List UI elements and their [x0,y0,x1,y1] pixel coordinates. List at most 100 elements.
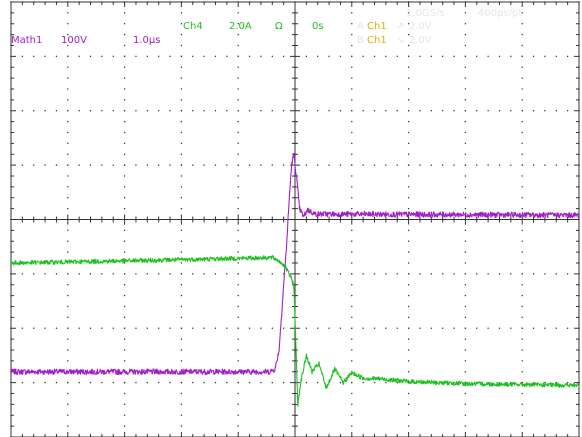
grid-dot [67,12,69,14]
grid-dot [78,55,80,58]
grid-dot [44,273,46,275]
grid-dot [351,381,353,384]
ch4-channel-label: Ch4 [183,21,203,32]
grid-dot [407,99,410,101]
grid-dot [419,110,421,112]
grid-dot [180,284,183,286]
grid-dot [237,153,239,155]
grid-dot [21,327,24,329]
grid-dot [407,120,410,123]
grid-dot [237,186,239,188]
grid-dot [385,164,387,166]
grid-dot [328,327,330,329]
grid-dot [566,164,569,166]
grid-dot [385,381,387,384]
grid-dot [441,55,444,58]
grid-dot [157,55,160,58]
grid-dot [521,88,523,90]
grid-dot [112,164,114,166]
grid-dot [566,110,569,112]
grid-dot [192,381,194,384]
grid-dot [55,381,58,384]
grid-dot [180,12,183,14]
grid-dot [407,349,410,351]
grid-dot [407,142,410,145]
grid-dot [407,425,410,427]
trigger-a-marker: A [357,21,364,32]
grid-dot [351,197,353,199]
grid-dot [351,294,353,297]
grid-dot [180,55,183,58]
grid-dot [237,12,239,14]
grid-dot [453,164,455,166]
grid-dot [123,120,126,123]
grid-dot [521,12,523,14]
grid-dot [55,327,58,329]
grid-dot [33,327,35,329]
grid-dot [510,327,512,329]
grid-dot [44,327,46,329]
grid-dot [407,327,410,329]
grid-dot [464,120,467,123]
grid-dot [282,381,285,384]
grid-dot [407,12,410,14]
grid-dot [407,360,410,362]
grid-dot [351,338,353,340]
series-line-math1 [10,152,580,376]
grid-dot [305,327,308,329]
grid-dot [339,381,342,384]
grid-dot [464,262,467,264]
grid-dot [157,381,160,384]
grid-dot [180,360,183,362]
grid-dot [351,327,353,329]
grid-dot [123,392,126,395]
grid-dot [351,44,353,47]
grid-dot [260,164,262,166]
grid-dot [521,349,523,351]
grid-dot [351,175,353,177]
grid-dot [476,164,478,166]
trigger-a-channel: Ch1 [367,21,387,32]
grid-dot [419,55,421,58]
grid-dot [351,186,353,188]
grid-dot [67,77,69,79]
timebase-label: 1.0µs [133,35,161,46]
grid-dot [237,294,239,297]
grid-dot [521,66,523,68]
grid-dot [351,262,353,264]
grid-dot [180,131,183,134]
grid-dot [521,392,523,395]
grid-dot [123,360,126,362]
grid-dot [237,55,239,58]
grid-dot [464,44,467,47]
grid-dot [237,316,239,319]
grid-dot [123,12,126,14]
grid-dot [78,327,80,329]
grid-dot [476,327,478,329]
grid-dot [464,349,467,351]
grid-dot [464,12,467,14]
grid-dot [521,360,523,362]
grid-dot [78,273,80,275]
grid-dot [328,55,330,58]
grid-dot [214,273,217,275]
grid-dot [180,316,183,319]
grid-dot [373,55,376,58]
grid-dot [169,110,171,112]
grid-dot [373,110,376,112]
grid-dot [521,240,523,242]
grid-dot [123,153,126,155]
grid-dot [157,164,160,166]
grid-dot [180,425,183,427]
grid-dot [123,207,126,210]
grid-dot [123,327,126,329]
grid-dot [521,338,523,340]
grid-dot [464,175,467,177]
grid-dot [464,99,467,101]
grid-dot [169,55,171,58]
grid-dot [180,403,183,406]
grid-dot [237,284,239,286]
grid-dot [237,414,239,416]
grid-dot [67,425,69,427]
